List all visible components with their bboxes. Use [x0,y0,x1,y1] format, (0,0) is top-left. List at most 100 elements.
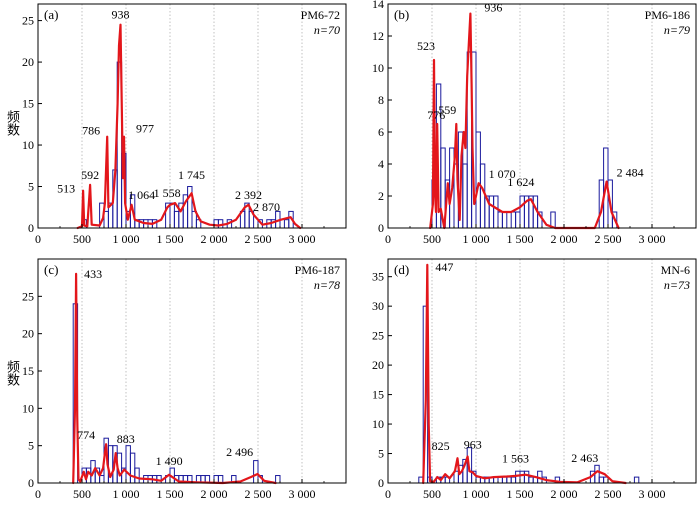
x-tick-label: 2 000 [551,487,578,501]
panel-letter: (c) [44,262,58,277]
y-tick-label: 10 [372,61,384,75]
peak-age-label: 1 064 [128,188,155,202]
histogram-bar [497,211,503,229]
peak-age-label: 963 [464,437,482,451]
panel-letter: (a) [44,7,58,22]
x-tick-label: 1 500 [507,487,534,501]
histogram-bar [633,476,640,484]
peak-age-label: 1 624 [507,175,534,189]
peak-age-label: 2 463 [571,451,598,465]
x-tick-label: 1 000 [463,487,490,501]
peak-age-label: 977 [136,122,154,136]
histogram-bar [213,219,219,229]
y-tick-label: 20 [22,55,34,69]
peak-age-label: 1 745 [178,168,205,182]
x-tick-label: 500 [73,487,91,501]
histogram-bar [173,210,180,229]
histogram-bar [488,195,495,229]
y-axis-label-bottom: 频数 [4,360,19,386]
peak-age-label: 774 [77,428,95,442]
x-tick-label: 2 000 [201,232,228,246]
sample-name: PM6-72 [301,8,340,22]
panel-letter: (b) [394,7,409,22]
chart-panel-c: 0 500 1 000 1 500 2 000 2 500 3 000 0 5 10 15 20 25 (… [22,258,347,501]
histogram-bar [497,476,503,484]
peak-age-label: 1 490 [156,454,183,468]
x-tick-label: 2 500 [245,232,272,246]
chart-panel-b: 0 500 1 000 1 500 2 000 2 500 3 000 0 2 4 6 8 10 12 14… [372,0,697,246]
x-tick-label: 500 [423,232,441,246]
y-tick-label: 0 [28,221,34,235]
peak-age-label: 433 [84,267,102,281]
x-tick-label: 0 [385,487,391,501]
y-tick-label: 25 [22,14,34,28]
y-tick-label: 12 [372,29,384,43]
x-tick-label: 2 000 [201,487,228,501]
y-tick-label: 15 [372,388,384,402]
y-tick-label: 20 [22,327,34,341]
y-tick-label: 15 [22,364,34,378]
y-tick-label: 10 [372,417,384,431]
sample-name: MN-6 [661,263,690,277]
sample-count: n=78 [314,278,340,292]
peak-age-label: 523 [417,39,435,53]
peak-age-label: 786 [82,124,100,138]
x-tick-label: 0 [35,232,41,246]
histogram-bar [129,452,136,484]
peak-age-label: 2 392 [235,188,262,202]
peak-age-label: 825 [432,439,450,453]
histogram-bar [515,470,521,484]
y-tick-label: 25 [372,329,384,343]
x-tick-label: 500 [423,487,441,501]
peak-age-label: 592 [81,168,99,182]
y-tick-label: 30 [372,299,384,313]
peak-age-label: 776 [427,108,445,122]
panel-letter: (d) [394,262,409,277]
y-tick-label: 0 [378,221,384,235]
histogram-bar [519,470,525,484]
peak-age-label: 2 870 [253,200,280,214]
peak-age-label: 2 484 [617,166,644,180]
histogram-bar [501,476,508,484]
x-tick-label: 2 500 [595,232,622,246]
y-tick-label: 8 [378,93,384,107]
y-tick-label: 5 [28,439,34,453]
histogram-bar [598,476,605,484]
probability-density-curve [76,23,302,230]
y-tick-label: 6 [378,125,384,139]
peak-age-label: 936 [484,1,502,15]
y-tick-label: 0 [28,476,34,490]
x-tick-label: 1 500 [157,487,184,501]
y-axis-label-top: 频数 [4,110,19,136]
sample-count: n=79 [664,23,690,37]
peak-age-label: 883 [117,432,135,446]
peak-age-label: 2 496 [226,445,253,459]
sample-count: n=73 [664,278,690,292]
y-tick-label: 35 [372,270,384,284]
probability-density-curve [429,12,620,230]
x-tick-label: 2 500 [245,487,272,501]
peak-age-label: 938 [112,8,130,22]
x-tick-label: 3 000 [639,487,666,501]
y-tick-label: 0 [378,476,384,490]
x-tick-label: 1 500 [507,232,534,246]
histogram-bar [501,211,508,229]
x-tick-label: 1 000 [113,487,140,501]
x-tick-label: 0 [385,232,391,246]
peak-age-label: 447 [435,260,453,274]
sample-count: n=70 [314,23,340,37]
histogram-bar [515,211,521,229]
probability-density-curve [422,263,627,485]
y-tick-label: 15 [22,97,34,111]
histogram-bar [462,163,468,229]
x-tick-label: 0 [35,487,41,501]
x-tick-label: 2 000 [551,232,578,246]
histogram-bar [523,470,530,484]
histogram-bar [510,211,517,229]
peak-age-label: 1 558 [154,186,181,200]
x-tick-label: 1 500 [157,232,184,246]
y-tick-label: 20 [372,358,384,372]
peak-age-label: 513 [57,182,75,196]
histogram-bar [493,195,499,229]
